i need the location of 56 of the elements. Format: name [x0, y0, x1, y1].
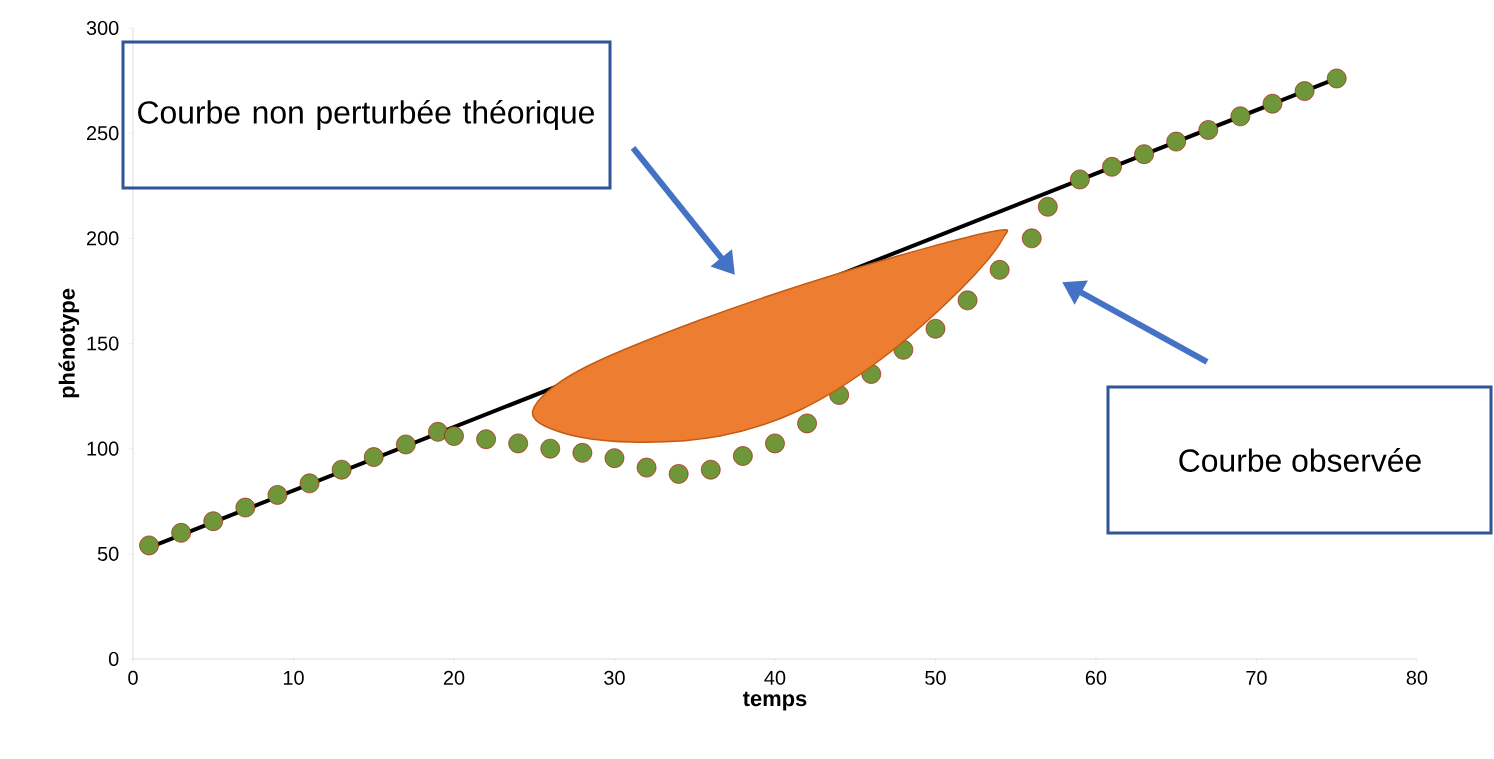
- point: [1262, 93, 1283, 114]
- x-tick-label: 0: [128, 670, 138, 685]
- point: [267, 485, 288, 505]
- point: [925, 318, 946, 339]
- x-tick-label: 40: [764, 670, 786, 685]
- point: [540, 438, 561, 459]
- point: [428, 422, 448, 442]
- point: [989, 260, 1010, 280]
- point: [1021, 228, 1042, 249]
- annotation: Courbe non perturbée théorique: [138, 99, 594, 131]
- point: [957, 290, 978, 311]
- point: [797, 413, 817, 434]
- y-tick-label: 200: [86, 231, 119, 246]
- y-tick-label: 250: [86, 126, 119, 141]
- point: [1070, 169, 1090, 190]
- point: [1134, 144, 1154, 164]
- x-tick-label: 80: [1406, 670, 1428, 685]
- x-tick-label: 50: [925, 670, 946, 685]
- point: [299, 473, 320, 494]
- point: [139, 535, 159, 556]
- point: [700, 459, 721, 480]
- point: [733, 446, 753, 466]
- point: [765, 433, 785, 454]
- point: [668, 464, 689, 484]
- y-tick-label: 300: [86, 20, 119, 36]
- point: [331, 459, 352, 480]
- point: [1037, 196, 1058, 217]
- point: [235, 497, 256, 518]
- point: [171, 523, 191, 543]
- x-tick-label: 10: [283, 670, 304, 685]
- y-tick-label: 50: [97, 546, 119, 561]
- x-axis-title: temps: [742, 691, 807, 711]
- point: [1166, 131, 1186, 152]
- x-tick-label: 60: [1085, 670, 1107, 685]
- y-tick-label: 100: [87, 441, 119, 456]
- annotation: Courbe observée: [1179, 448, 1421, 472]
- point: [604, 448, 625, 468]
- y-tick-label: 150: [87, 336, 119, 351]
- point: [508, 433, 528, 454]
- point: [396, 434, 416, 455]
- point: [444, 426, 464, 446]
- point: [1294, 81, 1315, 101]
- point: [1230, 106, 1251, 127]
- point: [363, 447, 384, 467]
- point: [636, 457, 657, 478]
- point: [1102, 157, 1122, 177]
- y-axis-title: phénotype: [58, 288, 80, 398]
- point: [1326, 68, 1347, 89]
- point: [476, 429, 496, 449]
- point: [572, 443, 593, 463]
- x-tick-label: 30: [604, 670, 625, 685]
- point: [1198, 120, 1219, 140]
- x-tick-label: 20: [443, 670, 465, 685]
- x-tick-label: 70: [1246, 670, 1267, 685]
- point: [203, 511, 224, 532]
- y-tick-label: 0: [108, 651, 119, 667]
